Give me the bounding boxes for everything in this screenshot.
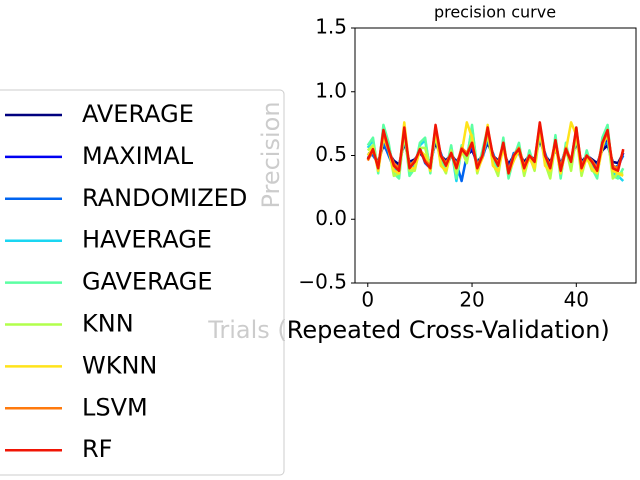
- plot-area: −0.5 0.0 0.5 1.0 1.5 0 20 40: [298, 15, 637, 312]
- y-tick-label: 0.5: [315, 142, 347, 166]
- y-tick-label: 0.0: [315, 206, 347, 230]
- x-tick-label: 40: [564, 288, 589, 312]
- legend-box: [0, 89, 285, 476]
- legend-label: WKNN: [82, 351, 157, 379]
- x-tick-label: 0: [361, 288, 374, 312]
- y-tick-label: −0.5: [298, 270, 347, 294]
- legend: AVERAGE MAXIMAL RANDOMIZED HAVERAGE GAVERAGE…: [0, 89, 285, 476]
- legend-label: HAVERAGE: [82, 226, 212, 254]
- x-tick-label: 20: [459, 288, 484, 312]
- legend-label: RANDOMIZED: [82, 184, 247, 212]
- chart-title: precision curve: [434, 3, 556, 22]
- legend-label: RF: [82, 435, 112, 463]
- y-tick-label: 1.0: [315, 78, 347, 102]
- legend-label: MAXIMAL: [82, 142, 194, 170]
- legend-label: LSVM: [82, 393, 148, 421]
- y-tick-label: 1.5: [315, 15, 347, 39]
- series-line: [366, 121, 625, 175]
- legend-label: AVERAGE: [82, 100, 194, 128]
- axes-frame: [354, 27, 637, 284]
- legend-label: KNN: [82, 310, 134, 338]
- legend-label: GAVERAGE: [82, 268, 213, 296]
